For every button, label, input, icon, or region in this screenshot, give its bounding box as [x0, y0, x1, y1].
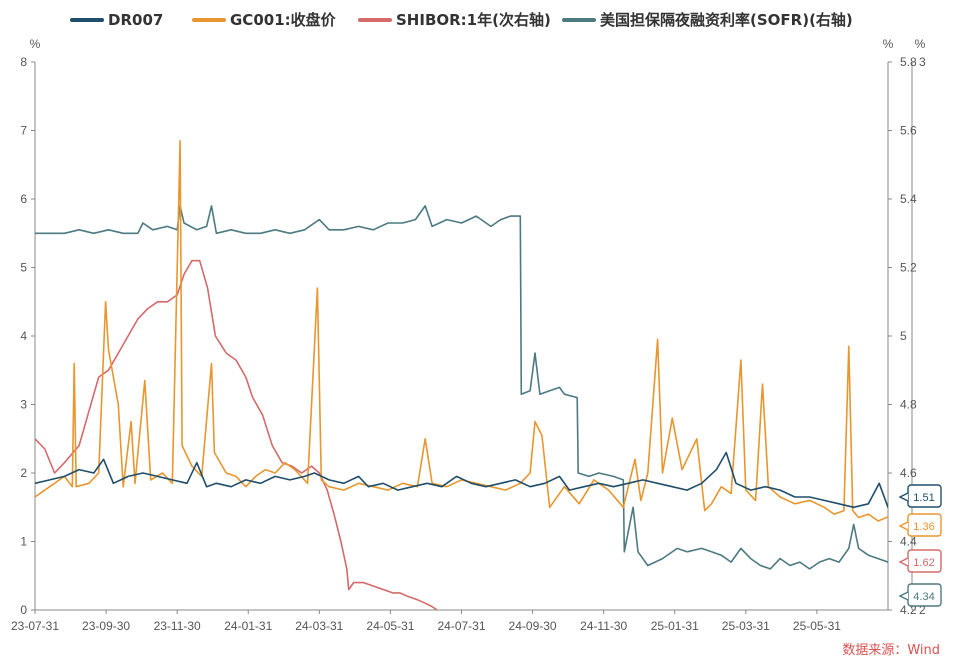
y-left-tick-label: 6 [20, 192, 27, 206]
y-right2-unit: % [915, 37, 926, 51]
y-left-tick-label: 0 [20, 603, 27, 617]
series-line-3 [35, 205, 888, 570]
end-value-label: 4.34 [913, 591, 934, 603]
y-right1-tick-label: 4.6 [900, 466, 917, 480]
legend-item-0[interactable]: DR007 [70, 11, 163, 29]
legend-item-1[interactable]: GC001:收盘价 [192, 11, 337, 29]
x-tick-label: 25-03-31 [722, 619, 770, 633]
source-label: 数据来源：Wind [842, 643, 940, 658]
y-right1-tick-label: 4.8 [900, 398, 917, 412]
legend-label: SHIBOR:1年(次右轴) [396, 11, 551, 29]
x-tick-label: 23-11-30 [154, 619, 201, 633]
end-value-badge-0: 1.51 [898, 484, 942, 508]
end-value-label: 1.36 [913, 521, 934, 533]
series-line-0 [35, 451, 888, 509]
y-left-tick-label: 4 [20, 329, 27, 343]
x-tick-label: 24-11-30 [580, 619, 627, 633]
x-tick-label: 24-09-30 [509, 619, 557, 633]
y-right2-tick-label: 2 [919, 603, 926, 617]
y-right1-tick-label: 4.4 [900, 535, 917, 549]
x-tick-label: 23-07-31 [11, 619, 59, 633]
y-left-tick-label: 2 [20, 466, 27, 480]
x-tick-label: 24-01-31 [224, 619, 272, 633]
y-right1-tick-label: 5.2 [900, 261, 917, 275]
legend-item-3[interactable]: 美国担保隔夜融资利率(SOFR)(右轴) [562, 11, 853, 29]
y-left-tick-label: 3 [20, 398, 27, 412]
x-tick-label: 25-01-31 [651, 619, 699, 633]
x-tick-label: 24-03-31 [295, 619, 343, 633]
x-tick-label: 24-07-31 [437, 619, 485, 633]
x-tick-label: 24-05-31 [366, 619, 414, 633]
end-value-label: 1.62 [913, 557, 934, 569]
y-left-tick-label: 7 [20, 124, 27, 138]
y-right1-tick-label: 5.4 [900, 192, 917, 206]
y-left-unit: % [30, 37, 41, 51]
series-line-2 [35, 259, 438, 610]
end-value-badge-2: 1.62 [898, 549, 942, 573]
legend-label: 美国担保隔夜融资利率(SOFR)(右轴) [600, 11, 853, 29]
legend-label: GC001:收盘价 [230, 11, 337, 29]
end-value-badge-3: 4.34 [898, 583, 942, 607]
y-right2-tick-label: 3 [919, 55, 926, 69]
end-value-badge-1: 1.36 [898, 513, 942, 537]
y-right1-tick-label: 5 [900, 329, 907, 343]
legend-label: DR007 [108, 11, 163, 29]
x-tick-label: 25-05-31 [793, 619, 841, 633]
end-value-label: 1.51 [913, 492, 934, 504]
legend-item-2[interactable]: SHIBOR:1年(次右轴) [358, 11, 551, 29]
y-left-tick-label: 1 [20, 535, 27, 549]
y-left-tick-label: 5 [20, 261, 27, 275]
y-right1-tick-label: 5.8 [900, 55, 917, 69]
series-line-1 [35, 140, 888, 522]
x-tick-label: 23-09-30 [82, 619, 130, 633]
y-right1-unit: % [883, 37, 894, 51]
y-right1-tick-label: 5.6 [900, 124, 917, 138]
y-left-tick-label: 8 [20, 55, 27, 69]
